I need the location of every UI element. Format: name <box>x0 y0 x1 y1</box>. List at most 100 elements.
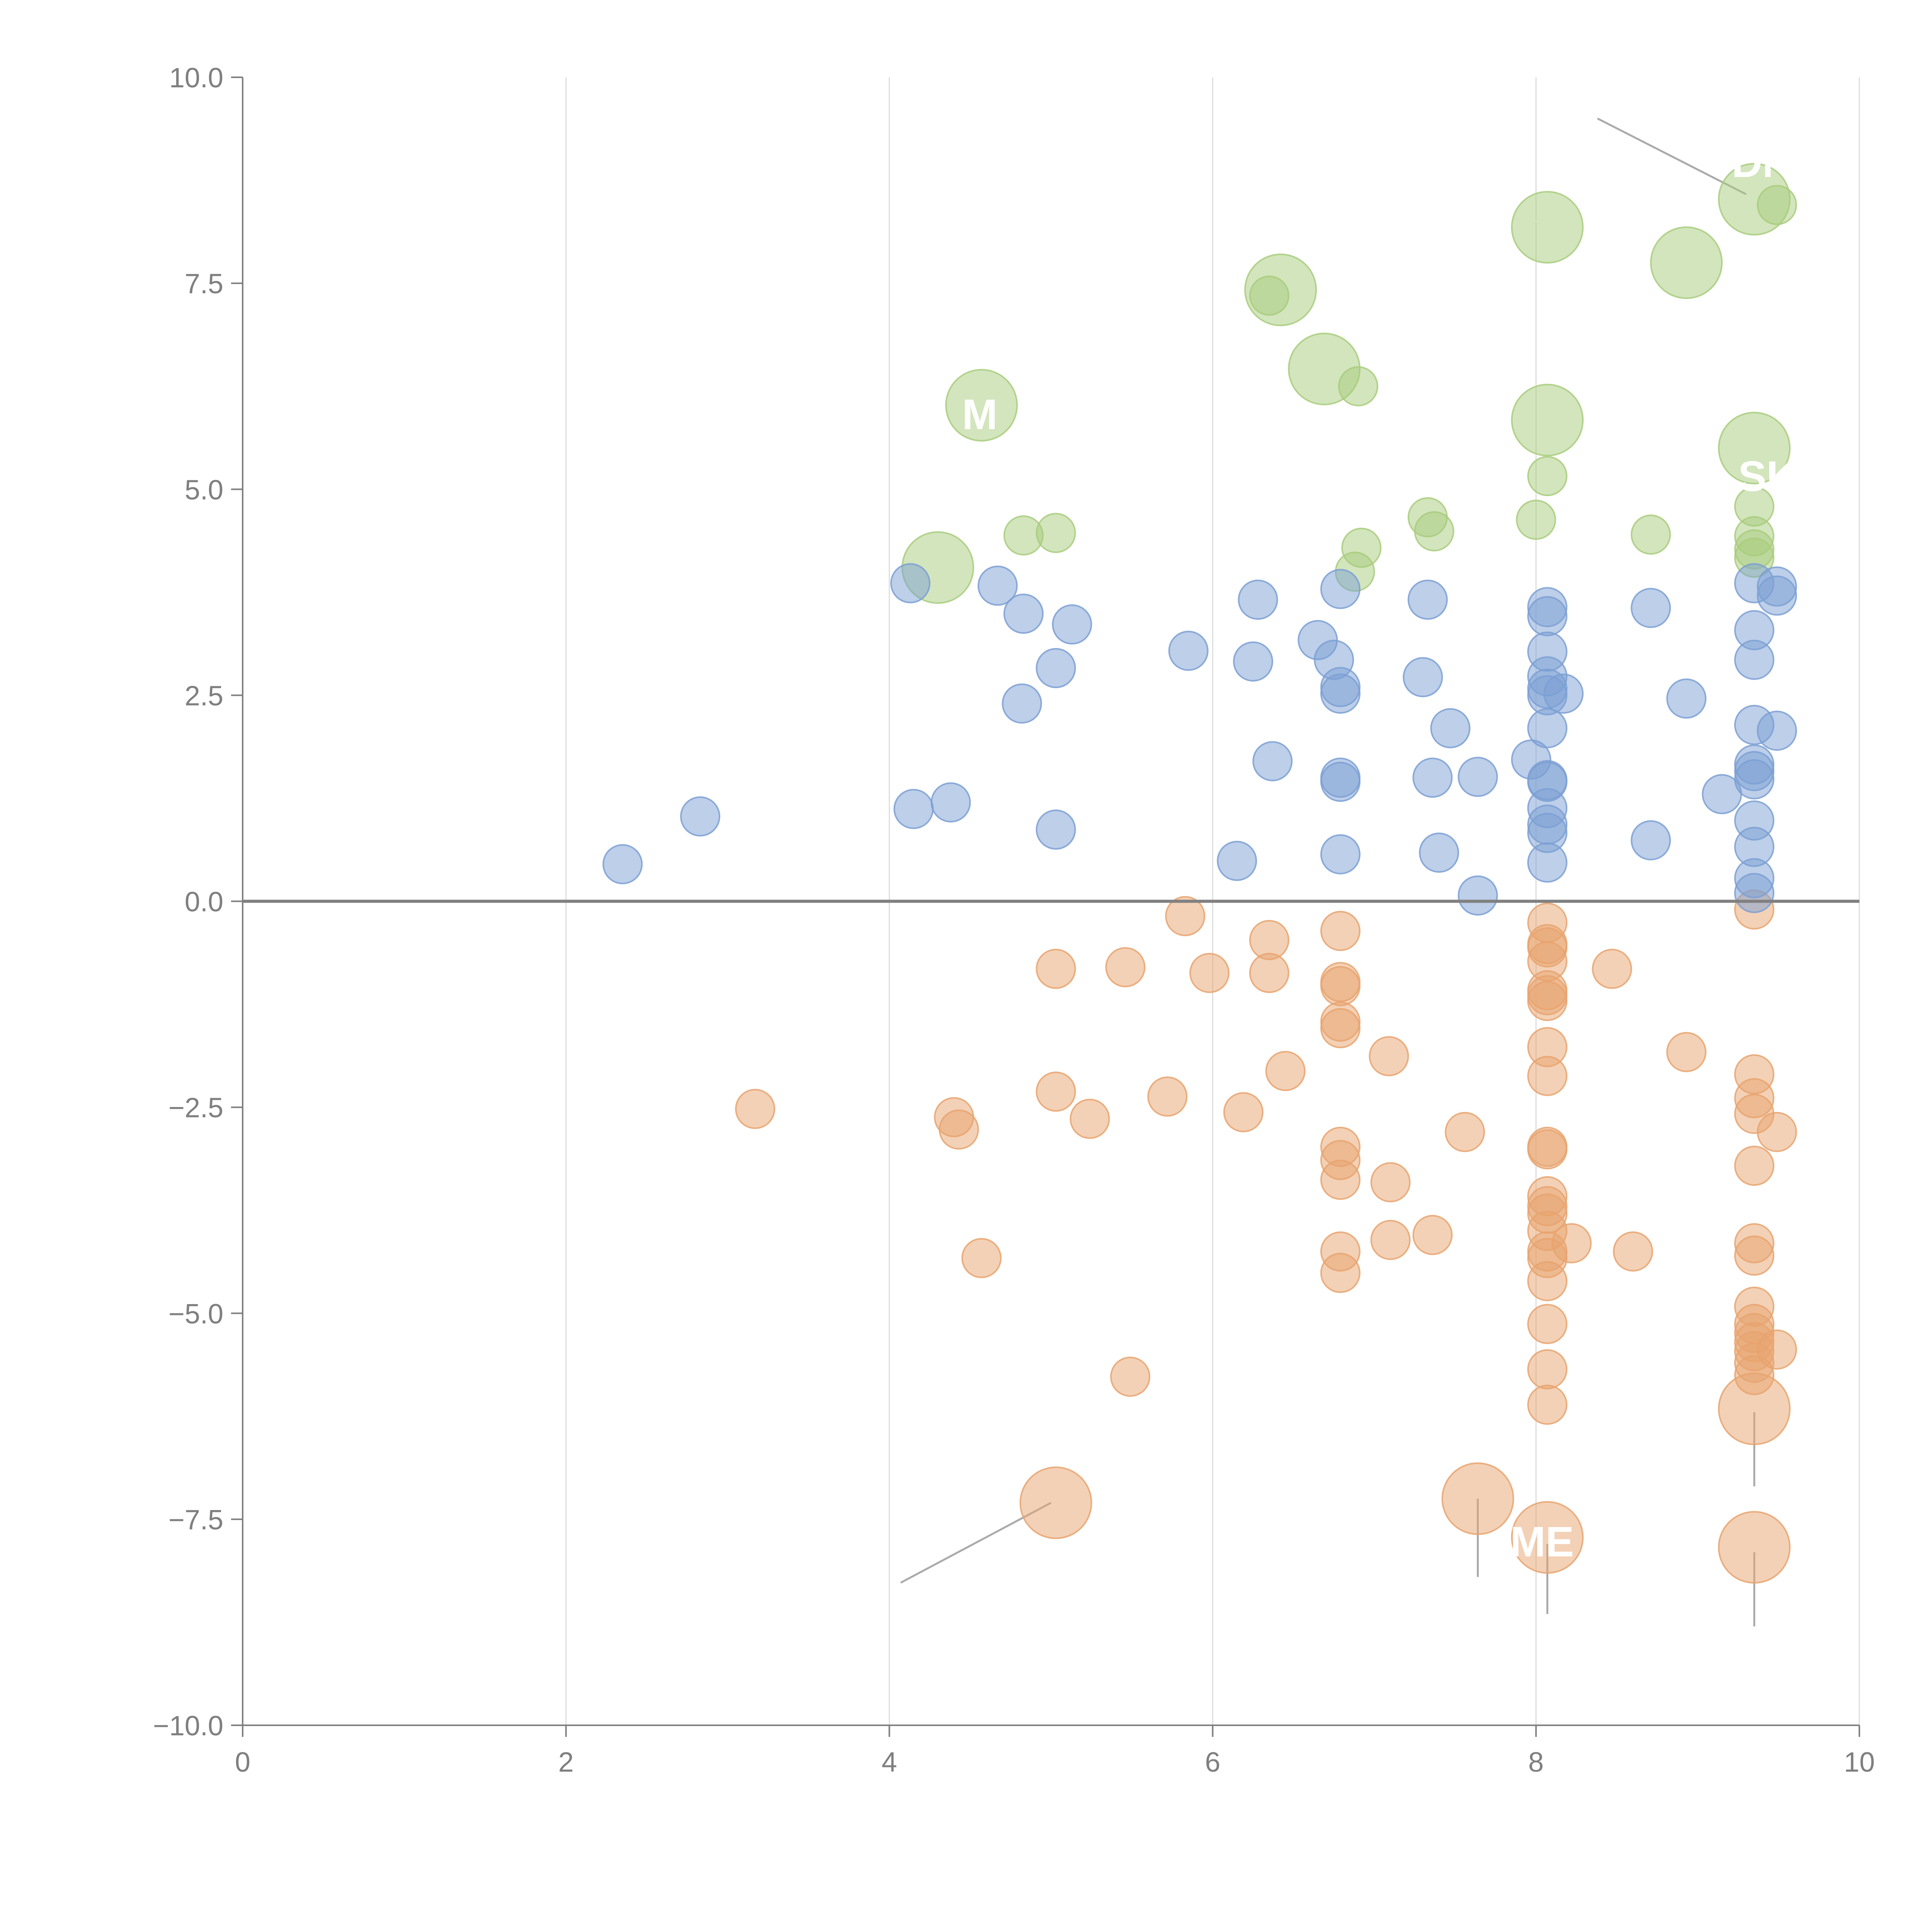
point-orange <box>1036 949 1076 989</box>
point-orange <box>1757 1112 1797 1152</box>
point-orange <box>1734 1235 1775 1276</box>
annotation-labels: M S DN SK ME <box>962 139 1797 1566</box>
point-green-large <box>1650 226 1723 299</box>
x-axis-ticks: 0 2 4 6 8 10 <box>235 1725 1875 1778</box>
point-orange <box>1320 1253 1361 1293</box>
point-orange-large <box>1511 1501 1584 1574</box>
point-orange <box>1165 896 1206 936</box>
x-tick-label: 6 <box>1205 1747 1220 1778</box>
point-blue <box>1252 741 1293 781</box>
point-green-large <box>1511 384 1584 457</box>
point-orange <box>1036 1071 1076 1112</box>
point-orange <box>1666 1032 1707 1072</box>
annotation-label: SK <box>1738 453 1797 500</box>
point-blue <box>1320 569 1361 609</box>
point-blue <box>1734 639 1775 680</box>
point-orange <box>1734 1146 1775 1186</box>
point-orange <box>1249 953 1289 993</box>
point-orange <box>1592 949 1632 989</box>
annotation-label: M <box>962 391 998 439</box>
annotation-label: S <box>1229 517 1257 565</box>
point-blue <box>1320 762 1361 802</box>
point-blue <box>1757 575 1797 616</box>
point-orange <box>1734 1355 1775 1395</box>
point-blue <box>1052 604 1092 645</box>
point-green <box>1527 456 1568 497</box>
point-green <box>1631 514 1671 555</box>
x-tick-label: 0 <box>235 1747 250 1778</box>
point-green <box>1414 511 1454 552</box>
point-orange <box>1105 947 1146 988</box>
point-blue <box>1631 588 1671 628</box>
point-green-large <box>945 369 1018 442</box>
point-blue <box>1734 759 1775 799</box>
y-tick-label: 5.0 <box>185 474 223 505</box>
point-blue <box>1036 648 1076 689</box>
point-orange <box>1370 1219 1411 1260</box>
point-green-large <box>1718 412 1791 485</box>
point-blue <box>1407 580 1448 620</box>
point-orange <box>1445 1112 1485 1152</box>
point-blue <box>1734 873 1775 913</box>
point-blue <box>1403 657 1443 697</box>
point-orange <box>1527 1261 1568 1301</box>
point-orange <box>1527 1129 1568 1170</box>
y-axis-ticks: 10.0 7.5 5.0 2.5 0.0 −2.5 −5.0 −7.5 −10.0 <box>153 63 243 1742</box>
x-tick-label: 2 <box>558 1747 574 1778</box>
x-tick-label: 8 <box>1528 1747 1544 1778</box>
point-blue <box>1419 832 1459 873</box>
point-orange-large <box>1441 1462 1514 1535</box>
point-blue <box>1320 834 1361 874</box>
point-blue <box>977 565 1018 606</box>
point-blue <box>1233 641 1273 682</box>
point-green <box>1516 500 1556 540</box>
point-orange <box>1320 966 1361 1007</box>
x-tick-label: 10 <box>1844 1747 1875 1778</box>
point-orange <box>1320 1008 1361 1048</box>
point-blue <box>1458 875 1498 916</box>
point-blue <box>1412 757 1453 798</box>
point-green <box>1036 513 1076 553</box>
y-tick-label: 2.5 <box>185 680 223 711</box>
leader-line <box>1597 117 1747 196</box>
point-orange <box>1070 1099 1110 1139</box>
y-tick-label: 0.0 <box>185 887 223 918</box>
x-tick-label: 4 <box>882 1747 897 1778</box>
point-blue <box>1430 708 1471 748</box>
point-green-large <box>1511 191 1584 264</box>
y-tick-label: −10.0 <box>153 1711 223 1742</box>
point-orange <box>1527 1384 1568 1425</box>
point-orange <box>1370 1162 1411 1202</box>
point-blue <box>1238 580 1278 620</box>
y-tick-label: 10.0 <box>169 63 223 94</box>
point-orange <box>1265 1051 1306 1091</box>
point-orange <box>1189 953 1230 993</box>
point-orange <box>961 1238 1002 1278</box>
point-orange-large <box>1019 1466 1092 1539</box>
point-blue <box>890 563 930 604</box>
y-tick-label: 7.5 <box>185 269 223 299</box>
point-green <box>1757 185 1797 225</box>
point-orange-large <box>1718 1511 1791 1584</box>
point-blue <box>1320 673 1361 714</box>
point-blue <box>1527 596 1568 636</box>
point-blue <box>1757 711 1797 751</box>
point-blue <box>1543 673 1584 714</box>
y-tick-label: −2.5 <box>168 1093 223 1124</box>
point-blue <box>1458 757 1498 797</box>
point-orange <box>1527 981 1568 1021</box>
point-blue <box>1003 594 1044 634</box>
annotation-label: DN <box>1731 139 1793 186</box>
point-orange <box>1223 1092 1264 1133</box>
point-green <box>1338 366 1378 406</box>
point-blue <box>1168 631 1209 671</box>
point-blue <box>1527 708 1568 748</box>
point-blue <box>930 782 971 823</box>
point-green <box>1249 276 1289 316</box>
point-blue <box>893 789 934 829</box>
point-blue <box>1527 842 1568 883</box>
point-orange <box>1110 1356 1151 1397</box>
point-green <box>1341 527 1382 568</box>
point-blue <box>602 844 643 884</box>
point-orange <box>1147 1076 1188 1117</box>
